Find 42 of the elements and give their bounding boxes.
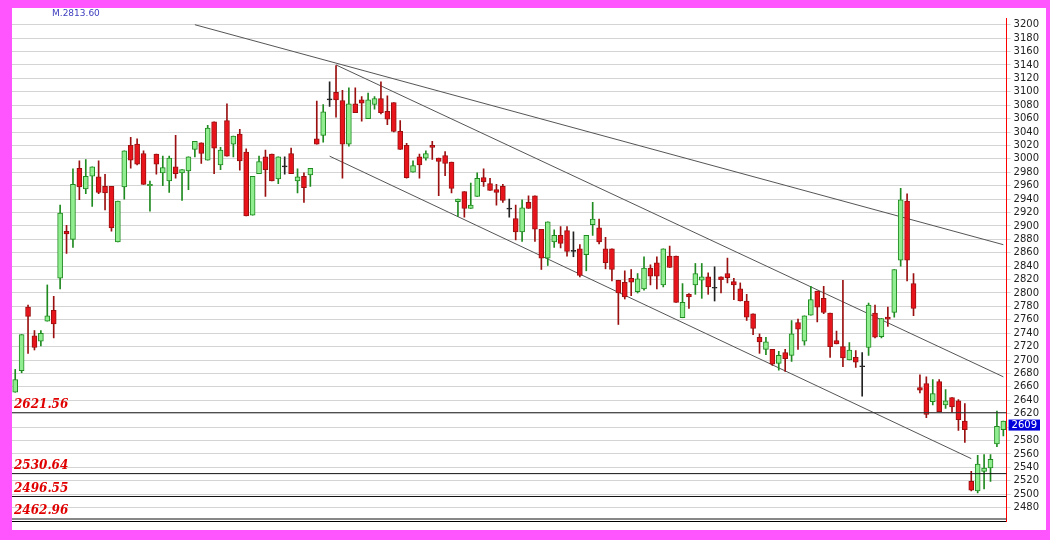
y-tick-label: 3000 [1013, 152, 1039, 164]
y-tick-label: 3160 [1013, 45, 1039, 57]
y-tick-label: 2560 [1013, 447, 1039, 459]
y-tick-label: 2940 [1013, 192, 1039, 204]
ref-line-label: 2530.64 [13, 457, 69, 472]
y-tick-label: 3020 [1013, 139, 1039, 151]
y-tick-label: 2660 [1013, 380, 1039, 392]
y-tick-label: 3200 [1013, 18, 1039, 30]
y-tick-label: 2500 [1013, 487, 1039, 499]
y-tick-label: 3140 [1013, 58, 1039, 70]
y-tick-label: 2780 [1013, 299, 1039, 311]
y-tick-label: 3060 [1013, 112, 1039, 124]
y-tick-label: 2720 [1013, 340, 1039, 352]
y-tick-label: 2880 [1013, 232, 1039, 244]
y-tick-label: 2580 [1013, 434, 1039, 446]
y-tick-label: 3180 [1013, 31, 1039, 43]
y-tick-label: 2820 [1013, 273, 1039, 285]
text: M.2813.60 [52, 7, 101, 18]
y-tick-label: 2900 [1013, 219, 1039, 231]
y-tick-label: 2980 [1013, 165, 1039, 177]
y-tick-label: 2760 [1013, 313, 1039, 325]
y-tick-label: 2800 [1013, 286, 1039, 298]
y-tick-label: 3040 [1013, 125, 1039, 137]
text: 2609 [1011, 418, 1037, 430]
y-tick-label: 2840 [1013, 259, 1039, 271]
ref-line-label: 2496.55 [13, 480, 69, 495]
y-tick-label: 2640 [1013, 393, 1039, 405]
y-tick-label: 3080 [1013, 98, 1039, 110]
y-tick-label: 3120 [1013, 71, 1039, 83]
ref-line-label: 2462.96 [13, 503, 69, 518]
y-tick-label: 2960 [1013, 179, 1039, 191]
y-tick-label: 2620 [1013, 407, 1039, 419]
y-tick-label: 3100 [1013, 85, 1039, 97]
y-tick-label: 2540 [1013, 460, 1039, 472]
y-tick-label: 2480 [1013, 501, 1039, 513]
y-tick-label: 2680 [1013, 367, 1039, 379]
ref-line-label: 2621.56 [13, 396, 69, 411]
y-tick-label: 2520 [1013, 474, 1039, 486]
y-tick-label: 2920 [1013, 206, 1039, 218]
y-tick-label: 2700 [1013, 353, 1039, 365]
y-tick-label: 2740 [1013, 326, 1039, 338]
y-tick-label: 2860 [1013, 246, 1039, 258]
